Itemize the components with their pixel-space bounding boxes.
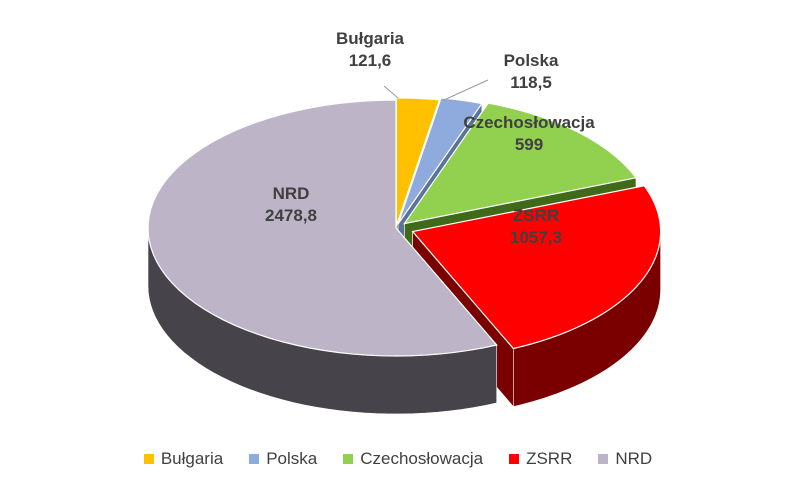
data-label-category: Bułgaria (336, 29, 405, 48)
data-label-category: Polska (504, 51, 559, 70)
leader-line (383, 85, 399, 99)
data-label-category: Czechosłowacja (463, 113, 595, 132)
pie-tops (147, 97, 662, 357)
data-label-value: 118,5 (510, 73, 552, 92)
legend-label: ZSRR (526, 449, 573, 468)
legend-item-czechosłowacja: Czechosłowacja (343, 449, 483, 469)
legend-label: Polska (266, 449, 318, 468)
pie-slice-bułgaria (395, 97, 441, 227)
legend-swatch (598, 454, 609, 464)
legend-swatch (143, 454, 154, 464)
legend-item-polska: Polska (249, 449, 317, 469)
legend-item-zsrr: ZSRR (509, 449, 572, 469)
leader-line (443, 79, 489, 101)
chart-legend: Bułgaria Polska Czechosłowacja ZSRR NRD (0, 447, 796, 471)
pie-leader-lines (383, 79, 489, 101)
data-label-value: 599 (515, 135, 543, 154)
pie-data-labels: Bułgaria 121,6 Polska 118,5 Czechosłowacja 59… (265, 29, 595, 247)
data-label-value: 1057,3 (510, 228, 562, 247)
data-label-value: 121,6 (349, 51, 392, 70)
data-label-category: NRD (273, 184, 310, 203)
pie-slice-nrd (147, 99, 498, 357)
data-label-value: 2478,8 (265, 206, 317, 225)
legend-swatch (249, 454, 260, 464)
legend-item-nrd: NRD (598, 449, 652, 469)
pie-slice-zsrr (411, 185, 662, 350)
data-label-category: ZSRR (513, 206, 559, 225)
legend-label: Czechosłowacja (360, 449, 484, 468)
pie-slice-czechosłowacja (403, 102, 638, 225)
legend-swatch (509, 454, 520, 464)
legend-swatch (343, 454, 354, 464)
legend-label: Bułgaria (160, 449, 224, 468)
legend-item-bułgaria: Bułgaria (143, 449, 224, 469)
legend-label: NRD (615, 449, 653, 468)
